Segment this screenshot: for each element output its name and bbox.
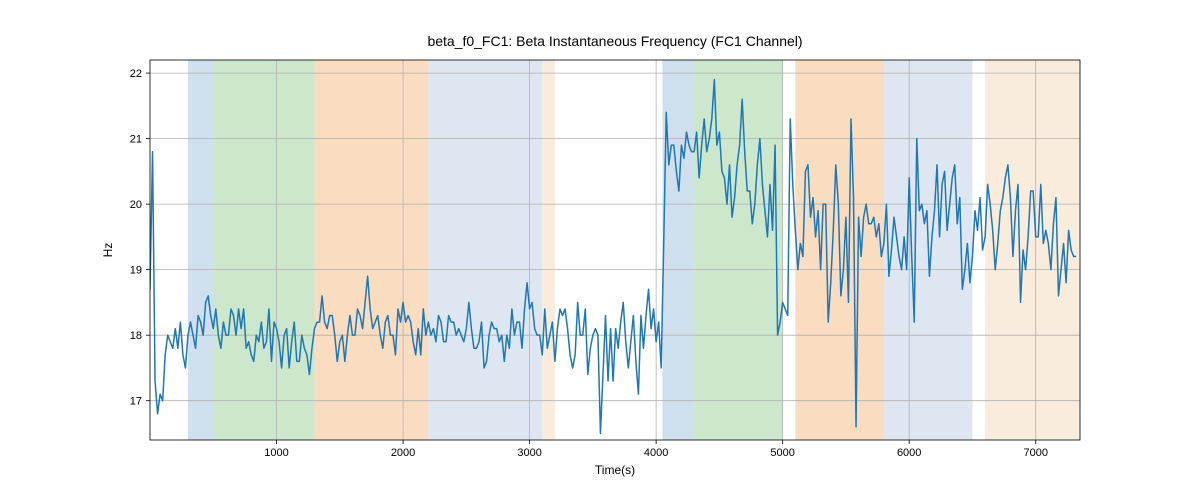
band-1 [213, 60, 314, 440]
band-7 [694, 60, 783, 440]
beta-frequency-chart: 1000 2000 3000 4000 5000 6000 7000 17 18 19 20 21 22… [0, 0, 1200, 500]
y-tick-label: 19 [130, 265, 142, 277]
x-tick-label: 2000 [391, 447, 415, 459]
chart-container: 1000 2000 3000 4000 5000 6000 7000 17 18 19 20 21 22… [0, 0, 1200, 500]
band-12 [985, 60, 1080, 440]
band-2 [314, 60, 428, 440]
background-bands [188, 60, 1080, 440]
y-tick-label: 17 [130, 396, 142, 408]
y-tick-label: 21 [130, 134, 142, 146]
band-4 [542, 60, 555, 440]
y-axis-label: Hz [101, 243, 115, 258]
x-tick-label: 5000 [770, 447, 794, 459]
x-tick-label: 6000 [897, 447, 921, 459]
chart-title: beta_f0_FC1: Beta Instantaneous Frequenc… [427, 33, 802, 49]
y-tick-label: 18 [130, 330, 142, 342]
x-axis-label: Time(s) [595, 463, 635, 477]
y-tick-label: 22 [130, 68, 142, 80]
band-0 [188, 60, 213, 440]
x-tick-label: 4000 [644, 447, 668, 459]
x-tick-label: 3000 [517, 447, 541, 459]
x-tick-label: 1000 [264, 447, 288, 459]
y-tick-label: 20 [130, 199, 142, 211]
x-tick-label: 7000 [1023, 447, 1047, 459]
band-5 [555, 60, 663, 440]
band-3 [428, 60, 542, 440]
